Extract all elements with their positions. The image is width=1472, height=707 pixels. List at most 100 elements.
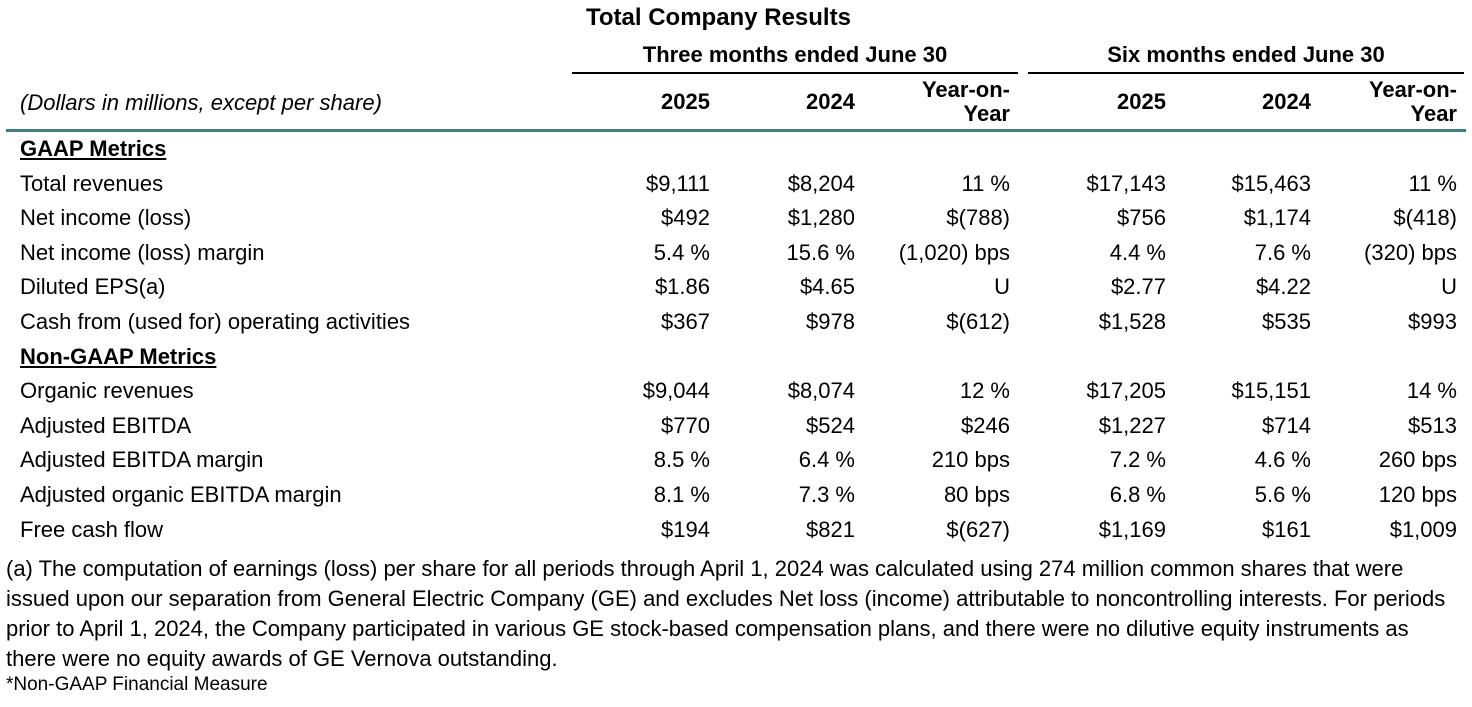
cell-6m-2024: $4.22 bbox=[1255, 274, 1311, 300]
cell-3m-2025: 8.5 % bbox=[653, 447, 710, 473]
cell-6m-2025: 7.2 % bbox=[1109, 447, 1166, 473]
cell-3m-2024: $978 bbox=[806, 309, 855, 334]
cell-6m-yoy: U bbox=[1441, 274, 1457, 300]
table-row: Net income (loss) $492 $1,280 $(788) $756 $1,… bbox=[0, 205, 1472, 239]
table-row: Net income (loss) margin 5.4 % 15.6 % (1,02… bbox=[0, 240, 1472, 274]
row-label: Free cash flow bbox=[20, 516, 164, 542]
cell-3m-yoy: 80 bps bbox=[943, 482, 1010, 507]
col-header-3m-yoy-line2: Year bbox=[963, 101, 1011, 126]
col-header-6m-yoy: Year-on- Year bbox=[1369, 78, 1457, 126]
cell-3m-yoy: 11 % bbox=[961, 170, 1010, 196]
section-heading: Non-GAAP Metrics bbox=[20, 343, 217, 369]
cell-6m-2025: $1,169 bbox=[1098, 516, 1166, 542]
cell-6m-2025: 4.4 % bbox=[1109, 239, 1166, 265]
cell-6m-2024: 4.6 % bbox=[1254, 447, 1311, 473]
row-label: Cash from (used for) operating activitie… bbox=[20, 309, 411, 334]
cell-6m-2025: $1,227 bbox=[1098, 412, 1166, 438]
cell-3m-2024: 15.6 % bbox=[786, 239, 856, 265]
table-row: Adjusted organic EBITDA margin 8.1 % 7.3 %… bbox=[0, 482, 1472, 516]
table-row: Organic revenues $9,044 $8,074 12 % $17,205 $… bbox=[0, 378, 1472, 412]
cell-3m-2025: $1.86 bbox=[654, 274, 710, 300]
cell-3m-yoy: $(788) bbox=[946, 205, 1010, 231]
row-label: Total revenues bbox=[20, 170, 164, 196]
col-header-3m-yoy: Year-on- Year bbox=[922, 78, 1010, 126]
col-header-6m-yoy-line1: Year-on- bbox=[1368, 77, 1457, 102]
row-label: Adjusted EBITDA bbox=[20, 412, 192, 438]
units-label: (Dollars in millions, except per share) bbox=[20, 90, 382, 115]
cell-3m-2024: $8,074 bbox=[787, 378, 855, 404]
section-heading: GAAP Metrics bbox=[20, 136, 167, 161]
cell-3m-2025: 8.1 % bbox=[653, 482, 710, 507]
cell-6m-2024: 5.6 % bbox=[1254, 482, 1311, 507]
cell-6m-yoy: $1,009 bbox=[1389, 516, 1457, 542]
col-header-3m-2025: 2025 bbox=[661, 89, 710, 114]
cell-6m-2024: $535 bbox=[1262, 309, 1311, 334]
cell-3m-2025: $9,044 bbox=[642, 378, 710, 404]
cell-6m-2025: $2.77 bbox=[1110, 274, 1166, 300]
cell-3m-2024: 7.3 % bbox=[798, 482, 855, 507]
cell-6m-2024: $714 bbox=[1262, 412, 1311, 438]
cell-6m-yoy: 14 % bbox=[1406, 378, 1457, 404]
period-header-three-months: Three months ended June 30 bbox=[642, 42, 948, 67]
cell-3m-2025: $367 bbox=[661, 309, 710, 334]
cell-6m-yoy: (320) bps bbox=[1364, 239, 1457, 265]
table-row: Adjusted EBITDA margin 8.5 % 6.4 % 210 bps 7… bbox=[0, 447, 1472, 481]
period-header-six-months: Six months ended June 30 bbox=[1107, 42, 1385, 67]
row-label: Diluted EPS(a) bbox=[20, 274, 166, 300]
table-row: Adjusted EBITDA $770 $524 $246 $1,227 $714 $51… bbox=[0, 413, 1472, 447]
cell-3m-2024: $8,204 bbox=[787, 170, 855, 196]
cell-3m-2025: $770 bbox=[661, 412, 710, 438]
cell-6m-yoy: $(418) bbox=[1393, 205, 1457, 231]
cell-3m-2025: $492 bbox=[661, 205, 710, 231]
cell-6m-yoy: $993 bbox=[1408, 309, 1457, 334]
cell-6m-2024: $15,463 bbox=[1231, 170, 1311, 196]
cell-3m-yoy: U bbox=[994, 274, 1010, 300]
cell-3m-yoy: $246 bbox=[961, 412, 1010, 438]
cell-3m-yoy: 12 % bbox=[959, 378, 1010, 404]
row-label: Net income (loss) margin bbox=[20, 239, 265, 265]
cell-6m-2024: $15,151 bbox=[1231, 378, 1311, 404]
col-header-3m-2024: 2024 bbox=[806, 89, 855, 114]
cell-6m-yoy: 260 bps bbox=[1378, 447, 1457, 473]
cell-3m-yoy: $(627) bbox=[946, 516, 1010, 542]
row-label: Organic revenues bbox=[20, 378, 194, 404]
cell-3m-2025: $9,111 bbox=[645, 170, 710, 196]
col-header-3m-yoy-line1: Year-on- bbox=[921, 77, 1010, 102]
period-rule-six-months bbox=[1028, 72, 1464, 74]
col-header-6m-2024: 2024 bbox=[1262, 89, 1311, 114]
table-row: Cash from (used for) operating activitie… bbox=[0, 309, 1472, 343]
table-row: Total revenues $9,111 $8,204 11 % $17,143 $15… bbox=[0, 171, 1472, 205]
cell-3m-2024: $1,280 bbox=[787, 205, 855, 231]
cell-3m-2024: 6.4 % bbox=[798, 447, 855, 473]
cell-6m-2025: $1,528 bbox=[1098, 309, 1166, 334]
cell-6m-2024: $161 bbox=[1262, 516, 1311, 542]
cell-6m-2024: 7.6 % bbox=[1254, 239, 1311, 265]
header-divider bbox=[6, 129, 1466, 132]
period-rule-three-months bbox=[572, 72, 1018, 74]
non-gaap-note: *Non-GAAP Financial Measure bbox=[6, 674, 268, 695]
cell-6m-2024: $1,174 bbox=[1243, 205, 1311, 231]
cell-3m-yoy: (1,020) bps bbox=[898, 239, 1010, 265]
cell-6m-2025: $17,143 bbox=[1086, 170, 1166, 196]
col-header-6m-2025: 2025 bbox=[1117, 89, 1166, 114]
footnote: (a) The computation of earnings (loss) p… bbox=[6, 556, 1446, 671]
table-row: Free cash flow $194 $821 $(627) $1,169 $161 $1… bbox=[0, 517, 1472, 551]
cell-3m-2025: 5.4 % bbox=[653, 239, 710, 265]
col-header-6m-yoy-line2: Year bbox=[1410, 101, 1458, 126]
cell-3m-yoy: $(612) bbox=[946, 309, 1010, 334]
cell-6m-2025: 6.8 % bbox=[1109, 482, 1166, 507]
cell-3m-yoy: 210 bps bbox=[931, 447, 1010, 473]
row-label: Net income (loss) bbox=[20, 205, 192, 231]
cell-6m-yoy: 11 % bbox=[1408, 170, 1457, 196]
table-row: Diluted EPS(a) $1.86 $4.65 U $2.77 $4.22 U bbox=[0, 274, 1472, 308]
cell-3m-2024: $524 bbox=[806, 412, 855, 438]
row-label: Adjusted EBITDA margin bbox=[20, 447, 264, 473]
cell-3m-2024: $4.65 bbox=[799, 274, 855, 300]
cell-6m-yoy: $513 bbox=[1408, 412, 1457, 438]
row-label: Adjusted organic EBITDA margin bbox=[20, 482, 342, 507]
cell-3m-2025: $194 bbox=[661, 516, 710, 542]
cell-6m-2025: $756 bbox=[1117, 205, 1166, 231]
cell-6m-2025: $17,205 bbox=[1086, 378, 1166, 404]
cell-6m-yoy: 120 bps bbox=[1378, 482, 1457, 507]
table-title-text: Total Company Results bbox=[586, 4, 851, 31]
